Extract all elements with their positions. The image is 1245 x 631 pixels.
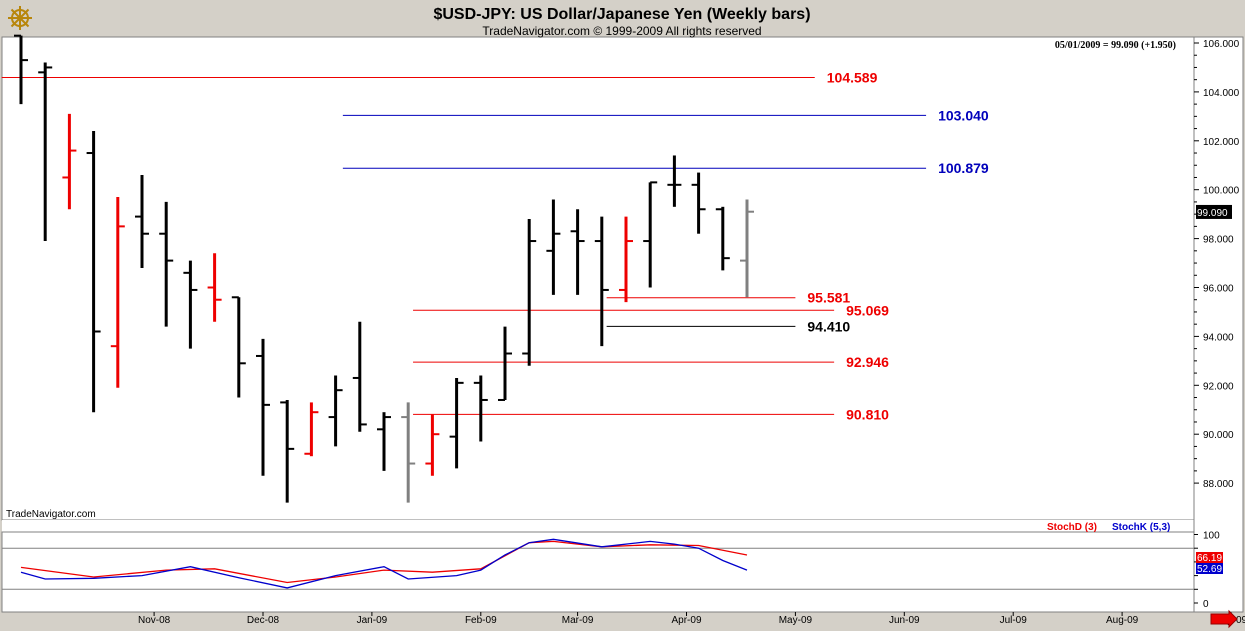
oscillator-panel xyxy=(1,531,1195,613)
stochd-value-box xyxy=(1196,552,1223,563)
y-tick-label: 88.000 xyxy=(1203,479,1234,490)
ohlc-bar xyxy=(304,402,319,457)
last-price-label: 99.090 xyxy=(1197,208,1228,219)
y-tick-label: 104.000 xyxy=(1203,88,1240,99)
tradenavigator-logo-icon xyxy=(8,6,32,30)
ohlc-bar xyxy=(280,399,295,503)
ohlc-bar xyxy=(667,155,682,207)
ohlc-bar xyxy=(619,216,633,303)
stochk-value-box xyxy=(1196,563,1223,574)
ohlc-bar xyxy=(183,260,198,349)
ohlc-bar xyxy=(570,209,585,295)
ohlc-bar xyxy=(377,412,391,471)
x-tick-label: Jan-09 xyxy=(357,615,388,626)
y-tick-label: 100.000 xyxy=(1203,186,1240,197)
osc-y-tick-label: 0 xyxy=(1203,599,1209,610)
x-tick-label: Nov-08 xyxy=(138,615,171,626)
ohlc-bar xyxy=(207,253,222,322)
stoch-series-line xyxy=(20,538,748,589)
ohlc-bar xyxy=(256,338,270,476)
level-label: 103.040 xyxy=(938,107,989,123)
x-tick-label: May-09 xyxy=(779,615,813,626)
y-tick-label: 90.000 xyxy=(1203,430,1234,441)
ohlc-bar xyxy=(110,197,125,388)
x-tick-label: Mar-09 xyxy=(562,615,594,626)
ohlc-bar xyxy=(425,414,440,476)
ohlc-bar xyxy=(62,113,77,210)
y-tick-label: 94.000 xyxy=(1203,332,1234,343)
osc-y-tick-label: 100 xyxy=(1203,531,1220,542)
ohlc-bar xyxy=(594,216,609,347)
ohlc-bar xyxy=(401,402,416,503)
stochd-value-label: 66.19 xyxy=(1197,553,1222,564)
ohlc-bar xyxy=(498,326,512,401)
level-label: 104.589 xyxy=(827,69,878,85)
ohlc-bar xyxy=(546,199,561,295)
level-label: 100.879 xyxy=(938,160,989,176)
scroll-right-arrow-icon[interactable] xyxy=(1210,609,1238,629)
x-tick-label: Aug-09 xyxy=(1106,615,1139,626)
x-tick-label: Feb-09 xyxy=(465,615,497,626)
x-tick-label: Dec-08 xyxy=(247,615,280,626)
legend-strip xyxy=(2,520,1194,532)
ohlc-bar xyxy=(231,296,246,398)
ohlc-bar xyxy=(740,199,754,298)
ohlc-bar xyxy=(159,201,174,327)
ohlc-bar xyxy=(86,131,101,413)
y-tick-label: 92.000 xyxy=(1203,381,1234,392)
ohlc-bar xyxy=(473,375,488,442)
stochk-value-label: 52.69 xyxy=(1197,564,1222,575)
level-label: 92.946 xyxy=(846,354,889,370)
price-panel xyxy=(1,36,1195,521)
level-label: 95.581 xyxy=(807,290,850,306)
ohlc-bar xyxy=(328,375,343,447)
level-label: 95.069 xyxy=(846,302,889,318)
legend-stochd: StochD (3) xyxy=(1047,522,1097,533)
last-price-box xyxy=(1196,204,1232,219)
chart-subtitle: TradeNavigator.com © 1999-2009 All right… xyxy=(482,24,761,38)
ohlc-bar xyxy=(352,321,367,432)
stoch-series-line xyxy=(20,540,748,584)
level-label: 94.410 xyxy=(807,318,850,334)
ohlc-bar xyxy=(38,62,53,242)
y-tick-label: 96.000 xyxy=(1203,284,1234,295)
x-tick-label: Jul-09 xyxy=(1000,615,1028,626)
ohlc-bar xyxy=(691,172,706,234)
ohlc-bar xyxy=(14,34,28,105)
ohlc-bar xyxy=(715,206,730,271)
ohlc-bar xyxy=(135,175,149,268)
watermark: TradeNavigator.com xyxy=(6,509,96,520)
x-tick-label: Apr-09 xyxy=(671,615,701,626)
chart-title: $USD-JPY: US Dollar/Japanese Yen (Weekly… xyxy=(433,6,810,23)
ohlc-bar xyxy=(643,181,658,288)
y-tick-label: 106.000 xyxy=(1203,39,1240,50)
last-price-readout: 05/01/2009 = 99.090 (+1.950) xyxy=(1055,40,1176,51)
y-tick-label: 98.000 xyxy=(1203,235,1234,246)
y-tick-label: 102.000 xyxy=(1203,137,1240,148)
level-label: 90.810 xyxy=(846,406,889,422)
ohlc-bar xyxy=(449,377,464,469)
ohlc-bar xyxy=(522,219,537,366)
legend-stochk: StochK (5,3) xyxy=(1112,522,1170,533)
x-tick-label: Jun-09 xyxy=(889,615,920,626)
price-axis xyxy=(1193,36,1244,613)
